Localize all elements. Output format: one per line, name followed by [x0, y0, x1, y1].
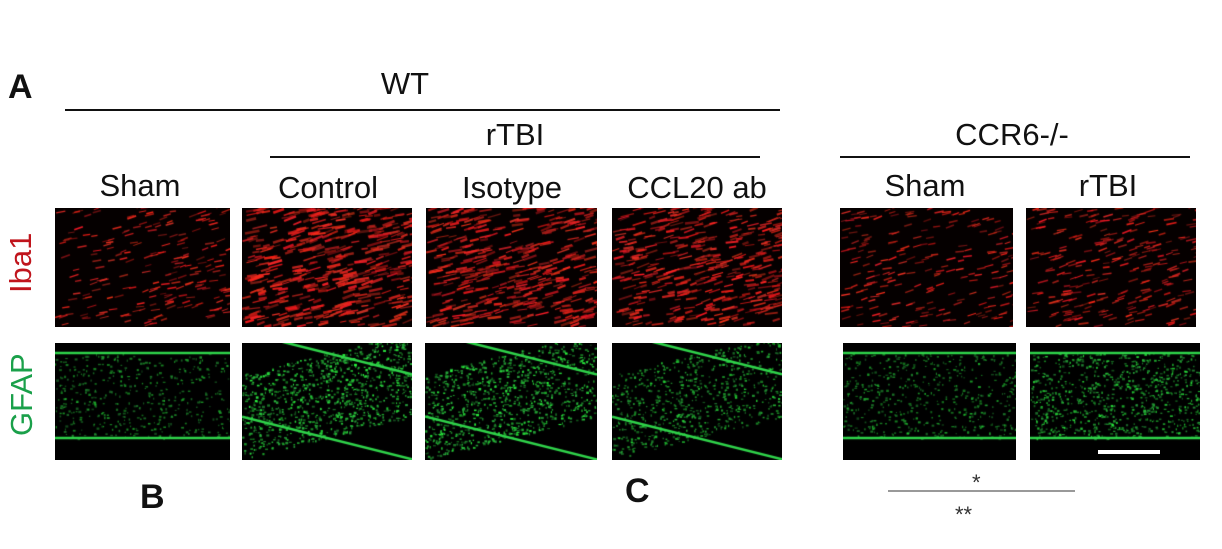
iba1-image-ccr6-rtbi	[1026, 208, 1196, 327]
panel-letter-c: C	[625, 472, 650, 510]
column-label-ccr6-rtbi: rTBI	[1078, 168, 1138, 203]
iba1-image-isotype	[426, 208, 597, 327]
iba1-image-ccl20ab	[612, 208, 782, 327]
iba1-image-wt-sham	[55, 208, 230, 327]
group-label-wt: WT	[380, 66, 430, 101]
significance-bracket	[888, 490, 1075, 492]
gfap-image-ccr6-rtbi	[1030, 343, 1200, 460]
scale-bar	[1098, 450, 1160, 454]
panel-letter-b: B	[140, 478, 165, 516]
column-label-wt-sham: Sham	[99, 168, 181, 203]
column-label-ccl20ab: CCL20 ab	[627, 170, 767, 205]
gfap-image-isotype	[425, 343, 597, 460]
gfap-image-wt-sham	[55, 343, 230, 460]
wt-group-line	[65, 109, 780, 111]
ccr6-group-line	[840, 156, 1190, 158]
iba1-image-ccr6-sham	[840, 208, 1013, 327]
gfap-image-ccl20ab	[612, 343, 782, 460]
column-label-control: Control	[278, 170, 378, 205]
significance-single: *	[972, 470, 981, 495]
gfap-image-ccr6-sham	[843, 343, 1016, 460]
group-label-rtbi: rTBI	[485, 117, 545, 152]
row-label-gfap: GFAP	[4, 353, 39, 436]
significance-double: **	[955, 502, 973, 527]
group-label-ccr6: CCR6-/-	[955, 117, 1069, 152]
rtbi-group-line	[270, 156, 760, 158]
row-label-iba1: Iba1	[3, 232, 38, 293]
gfap-image-control	[242, 343, 412, 460]
iba1-image-control	[242, 208, 412, 327]
column-label-isotype: Isotype	[462, 170, 562, 205]
column-label-ccr6-sham: Sham	[884, 168, 966, 203]
panel-letter-a: A	[8, 68, 33, 106]
